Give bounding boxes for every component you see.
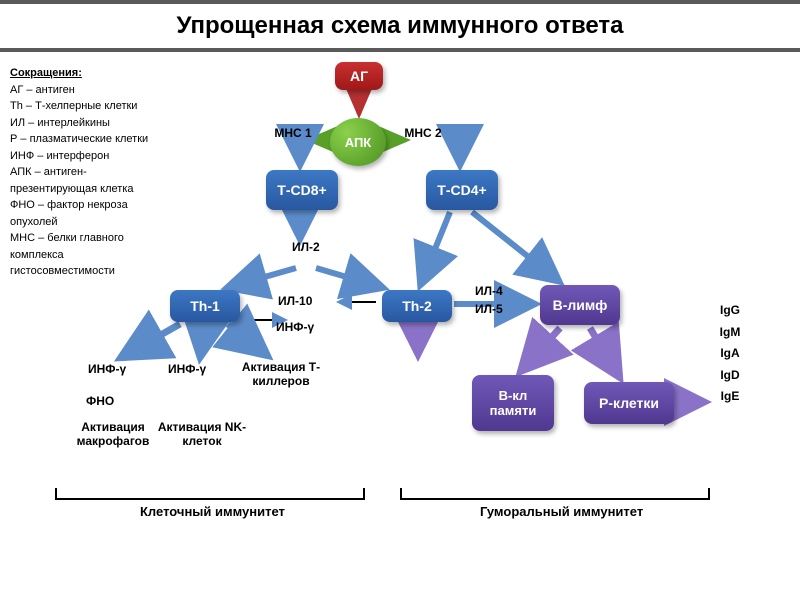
- legend-item: АПК – антиген-презентирующая клетка: [10, 164, 160, 197]
- label-il2: ИЛ-2: [292, 240, 320, 254]
- node-pcell: Р-клетки: [584, 382, 674, 424]
- bracket-hum: [400, 488, 710, 500]
- label-il5: ИЛ-5: [475, 302, 503, 316]
- label-fno: ФНО: [86, 394, 114, 408]
- legend-box: Сокращения: АГ – антиген Th – Т-хелперны…: [10, 65, 160, 280]
- label-il10: ИЛ-10: [278, 294, 312, 308]
- label-infy-mid: ИНФ-γ: [276, 320, 314, 334]
- legend-item: АГ – антиген: [10, 82, 160, 99]
- node-blymph: В-лимф: [540, 285, 620, 325]
- bracket-cell: [55, 488, 365, 500]
- label-act-nk: Активация NK-клеток: [152, 420, 252, 448]
- legend-item: ИНФ – интерферон: [10, 148, 160, 165]
- label-mhc1: MHC 1: [268, 126, 318, 140]
- label-cell-imm: Клеточный иммунитет: [140, 504, 285, 519]
- legend-title: Сокращения:: [10, 65, 160, 82]
- label-hum-imm: Гуморальный иммунитет: [480, 504, 643, 519]
- node-tcd4: Т-CD4+: [426, 170, 498, 210]
- node-th1: Th-1: [170, 290, 240, 322]
- legend-item: MHC – белки главного комплекса гистосовм…: [10, 230, 160, 280]
- page-title: Упрощенная схема иммунного ответа: [0, 0, 800, 52]
- label-act-tkill: Активация Т-киллеров: [236, 360, 326, 388]
- label-mhc2: MHC 2: [398, 126, 448, 140]
- label-infy1: ИНФ-γ: [88, 362, 126, 376]
- node-tcd8: Т-CD8+: [266, 170, 338, 210]
- label-ig: IgG IgM IgA IgD IgE: [710, 300, 750, 408]
- node-ag: АГ: [335, 62, 383, 90]
- label-infy2: ИНФ-γ: [168, 362, 206, 376]
- label-il4: ИЛ-4: [475, 284, 503, 298]
- legend-item: ФНО – фактор некроза опухолей: [10, 197, 160, 230]
- node-apk: АПК: [330, 118, 386, 166]
- legend-item: ИЛ – интерлейкины: [10, 115, 160, 132]
- node-th2: Th-2: [382, 290, 452, 322]
- node-bmem: В-кл памяти: [472, 375, 554, 431]
- legend-item: Th – Т-хелперные клетки: [10, 98, 160, 115]
- legend-item: Р – плазматические клетки: [10, 131, 160, 148]
